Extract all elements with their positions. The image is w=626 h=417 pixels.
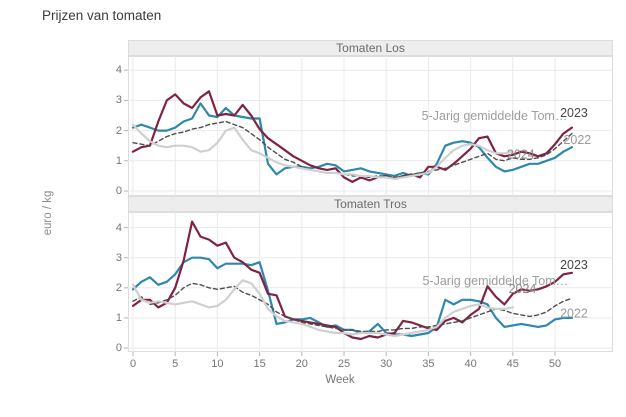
x-tick-label: 45 xyxy=(506,358,519,370)
series-label-5-jarig-gemiddelde-tom-: 5-Jarig gemiddelde Tom… xyxy=(422,109,568,123)
series-line-2024 xyxy=(132,120,573,179)
x-tick-label: 30 xyxy=(380,358,393,370)
series-label-2022: 2022 xyxy=(560,306,588,320)
series-line-2024 xyxy=(132,282,573,333)
x-tick-label: 50 xyxy=(548,358,562,370)
facet-strip-tomaten-los: Tomaten Los xyxy=(128,40,613,56)
x-tick-label: 10 xyxy=(211,358,224,370)
x-tick-label: 40 xyxy=(464,358,477,370)
page-title: Prijzen van tomaten xyxy=(42,8,162,23)
y-tick-label: 3 xyxy=(115,94,122,107)
series-line-2023 xyxy=(131,220,573,341)
series-line-5-jarig-gemiddelde-tom- xyxy=(131,123,514,181)
x-tick-label: 35 xyxy=(422,358,435,370)
y-tick-label: 2 xyxy=(115,124,122,137)
x-tick-label: 20 xyxy=(295,358,308,370)
x-tick-label: 5 xyxy=(172,358,179,370)
y-tick-label: 2 xyxy=(115,281,122,294)
series-label-2023: 2023 xyxy=(560,258,588,272)
panel-tomaten-los: 5-Jarig gemiddelde Tom… 2024 2023 2022 xyxy=(124,56,613,196)
y-axis-title: euro / kg xyxy=(42,190,54,236)
facet-title-tros: Tomaten Tros xyxy=(334,197,407,211)
facet-title-los: Tomaten Los xyxy=(336,41,405,55)
panel-background xyxy=(128,212,613,352)
x-tick-label: 0 xyxy=(129,358,137,370)
facet-strip-tomaten-tros: Tomaten Tros xyxy=(128,196,613,212)
y-tick-label: 1 xyxy=(115,311,122,324)
series-label-5-jarig-gemiddelde-tom-: 5-Jarig gemiddelde Tom… xyxy=(422,274,568,288)
series-label-2024: 2024 xyxy=(507,148,535,162)
x-tick-label: 15 xyxy=(253,358,266,370)
series-label-2022: 2022 xyxy=(563,133,591,147)
series-line-2022 xyxy=(131,102,573,178)
x-axis-title: Week xyxy=(325,374,355,386)
x-tick-label: 25 xyxy=(337,358,351,370)
series-label-2023: 2023 xyxy=(560,106,588,120)
panel-tomaten-tros: 5-Jarig gemiddelde Tom…2024 2023 2022 xyxy=(124,212,613,356)
panel-background xyxy=(128,56,613,196)
y-tick-label: 3 xyxy=(115,251,122,264)
series-line-5-jarig-gemiddelde-tom- xyxy=(131,279,514,338)
y-tick-label: 4 xyxy=(115,64,122,77)
y-tick-label: 0 xyxy=(115,342,122,354)
y-tick-label: 0 xyxy=(115,185,122,197)
y-tick-label: 1 xyxy=(115,154,122,167)
y-tick-label: 4 xyxy=(115,221,122,234)
series-label-2024: 2024 xyxy=(509,282,537,296)
